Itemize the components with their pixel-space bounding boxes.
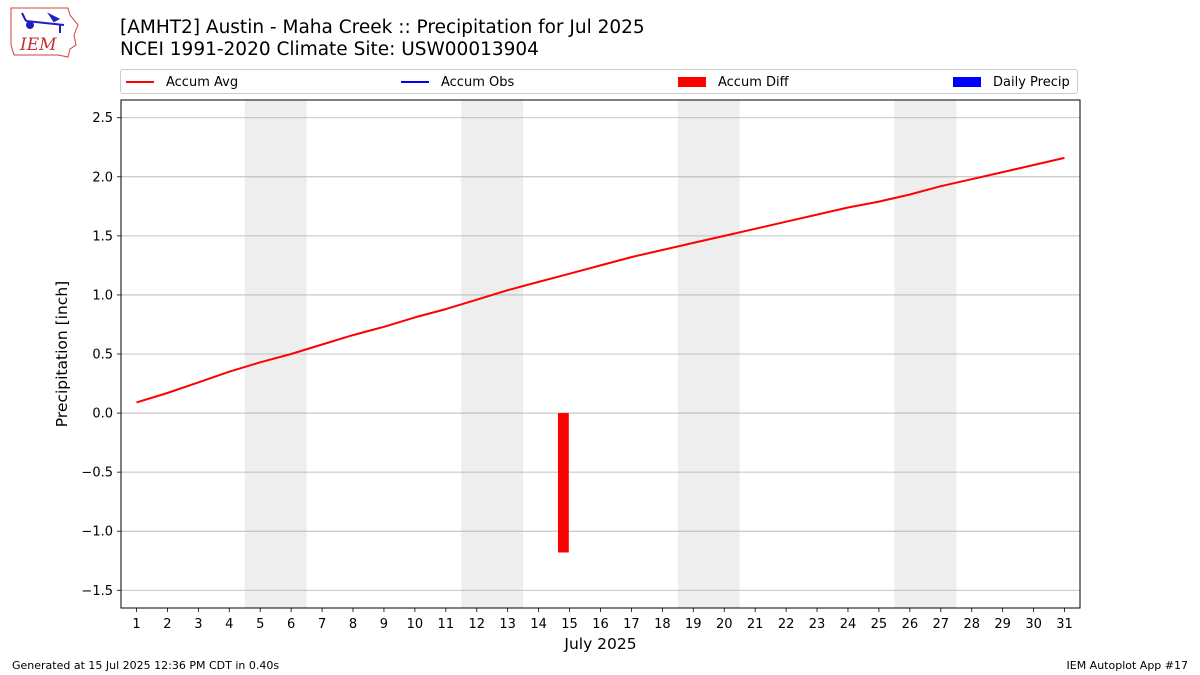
x-tick-label: 4 (225, 617, 233, 632)
legend-item-accum-obs: Accum Obs (401, 74, 514, 90)
y-tick-label: 1.0 (92, 288, 113, 303)
x-tick-label: 10 (407, 617, 424, 632)
y-tick-label: −1.5 (81, 584, 113, 599)
y-tick-label: 2.0 (92, 170, 113, 185)
x-tick-label: 3 (194, 617, 202, 632)
footer-app: IEM Autoplot App #17 (1066, 659, 1189, 672)
x-tick-label: 21 (747, 617, 764, 632)
x-tick-label: 17 (623, 617, 640, 632)
x-tick-label: 30 (1025, 617, 1042, 632)
x-tick-label: 23 (809, 617, 826, 632)
x-tick-label: 18 (654, 617, 671, 632)
x-tick-label: 2 (163, 617, 171, 632)
legend-label-daily-precip: Daily Precip (993, 74, 1070, 90)
x-tick-label: 27 (933, 617, 950, 632)
line-accum-avg (136, 156, 1065, 404)
legend-swatch-accum-avg (126, 81, 154, 83)
y-tick-label: −0.5 (81, 466, 113, 481)
legend-item-accum-avg: Accum Avg (126, 74, 238, 90)
logo-text: IEM (19, 35, 57, 55)
x-tick-label: 20 (716, 617, 733, 632)
legend-label-accum-obs: Accum Obs (441, 74, 515, 90)
x-tick-label: 22 (778, 617, 795, 632)
x-tick-label: 28 (963, 617, 980, 632)
iem-logo: IEM (10, 7, 79, 58)
x-tick-label: 8 (349, 617, 357, 632)
x-tick-label: 7 (318, 617, 326, 632)
x-tick-label: 6 (287, 617, 295, 632)
x-tick-label: 1 (132, 617, 140, 632)
x-tick-label: 31 (1056, 617, 1073, 632)
y-tick-label: 0.0 (92, 407, 113, 422)
legend-item-daily-precip: Daily Precip (953, 74, 1070, 90)
legend-label-accum-avg: Accum Avg (166, 74, 239, 90)
x-tick-label: 26 (902, 617, 919, 632)
legend: Accum Avg Accum Obs Accum Diff Daily Pre… (120, 69, 1078, 94)
legend-swatch-accum-obs (401, 81, 429, 83)
y-tick-label: −1.0 (81, 525, 113, 540)
y-tick-label: 1.5 (92, 229, 113, 244)
x-axis-label: July 2025 (563, 635, 636, 653)
legend-swatch-accum-diff (678, 77, 706, 87)
title-line-2: NCEI 1991-2020 Climate Site: USW00013904 (120, 39, 539, 60)
x-tick-label: 9 (380, 617, 388, 632)
x-tick-label: 25 (871, 617, 888, 632)
plot-frame (120, 99, 1081, 609)
weather-station-icon (21, 12, 65, 33)
x-tick-label: 19 (685, 617, 702, 632)
y-tick-label: 2.5 (92, 111, 113, 126)
x-tick-label: 11 (438, 617, 455, 632)
legend-label-accum-diff: Accum Diff (718, 74, 789, 90)
y-tick-label: 0.5 (92, 348, 113, 363)
legend-item-accum-diff: Accum Diff (678, 74, 789, 90)
bar-accum-diff (557, 413, 569, 553)
x-tick-label: 16 (592, 617, 609, 632)
x-tick-label: 29 (994, 617, 1011, 632)
x-tick-label: 24 (840, 617, 857, 632)
footer-generated: Generated at 15 Jul 2025 12:36 PM CDT in… (12, 659, 280, 672)
x-tick-label: 5 (256, 617, 264, 632)
y-axis-label: Precipitation [inch] (53, 281, 71, 427)
chart-title: [AMHT2] Austin - Maha Creek :: Precipita… (120, 17, 645, 61)
x-tick-label: 15 (561, 617, 578, 632)
x-tick-label: 14 (530, 617, 547, 632)
legend-swatch-daily-precip (953, 77, 981, 87)
x-tick-label: 13 (499, 617, 516, 632)
x-tick-label: 12 (468, 617, 485, 632)
title-line-1: [AMHT2] Austin - Maha Creek :: Precipita… (120, 17, 645, 38)
